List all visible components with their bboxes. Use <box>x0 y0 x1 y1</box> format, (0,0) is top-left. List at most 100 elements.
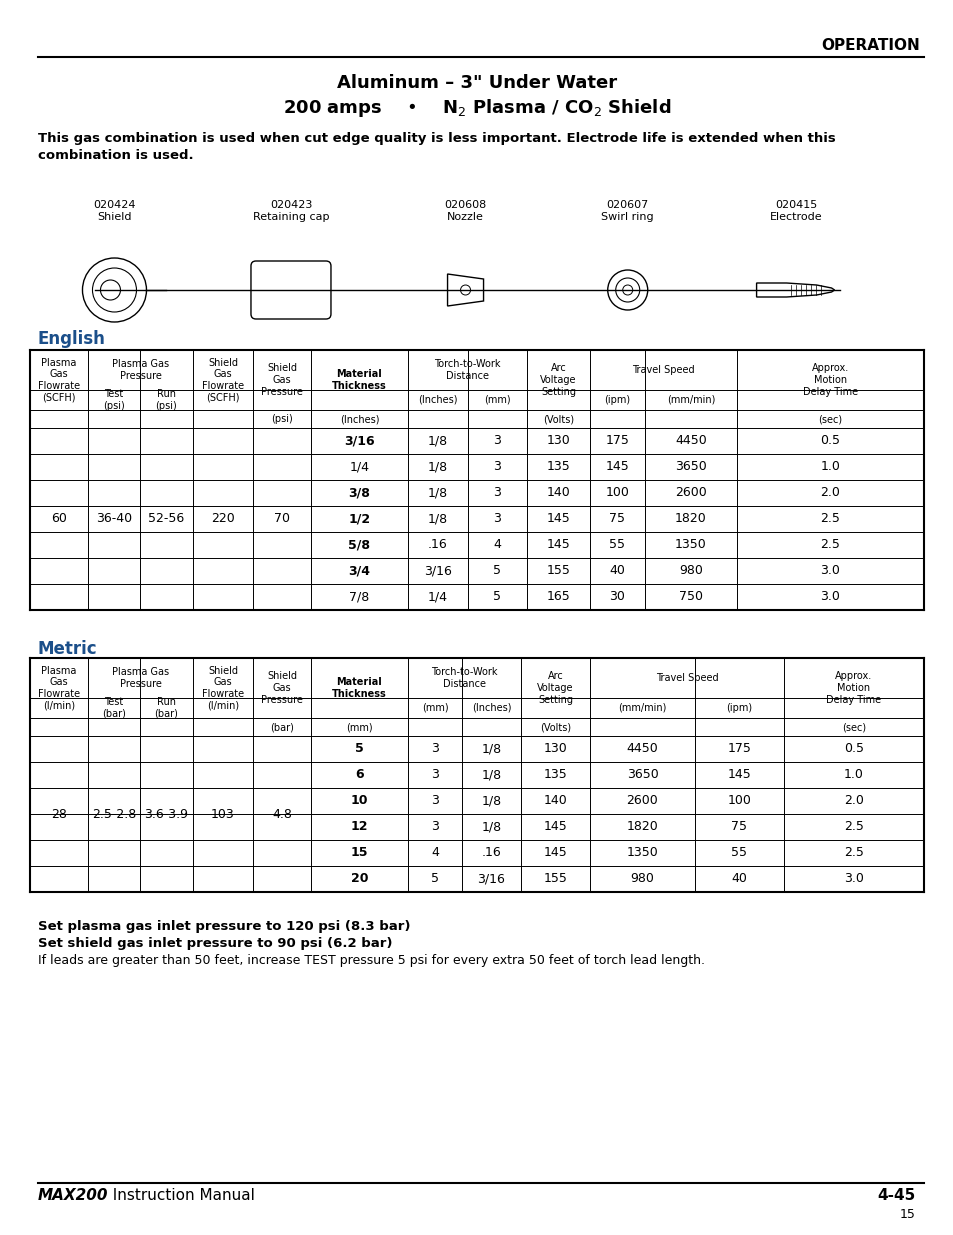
Text: 140: 140 <box>546 487 570 499</box>
Text: 980: 980 <box>630 872 654 885</box>
Text: (ipm): (ipm) <box>604 395 630 405</box>
Text: 2.5: 2.5 <box>820 513 840 526</box>
Text: 6: 6 <box>355 768 363 782</box>
Text: 165: 165 <box>546 590 570 604</box>
Text: Test
(psi): Test (psi) <box>103 389 125 411</box>
Text: 70: 70 <box>274 513 290 526</box>
Text: Aluminum – 3" Under Water: Aluminum – 3" Under Water <box>336 74 617 91</box>
Text: 175: 175 <box>605 435 629 447</box>
Text: 75: 75 <box>609 513 625 526</box>
Text: (Volts): (Volts) <box>539 722 571 732</box>
Text: Travel Speed: Travel Speed <box>655 673 718 683</box>
Text: Set plasma gas inlet pressure to 120 psi (8.3 bar): Set plasma gas inlet pressure to 120 psi… <box>38 920 410 932</box>
Text: 2600: 2600 <box>675 487 706 499</box>
Text: 0.5: 0.5 <box>820 435 840 447</box>
Text: 3.0: 3.0 <box>843 872 863 885</box>
Text: 3.0: 3.0 <box>820 564 840 578</box>
Text: 1/8: 1/8 <box>428 487 448 499</box>
Text: 2600: 2600 <box>626 794 658 808</box>
Text: 155: 155 <box>546 564 570 578</box>
Text: 1/8: 1/8 <box>481 768 501 782</box>
Text: 3/8: 3/8 <box>348 487 370 499</box>
Text: Plasma
Gas
Flowrate
(l/min): Plasma Gas Flowrate (l/min) <box>38 666 80 710</box>
Text: 75: 75 <box>731 820 747 834</box>
Text: 3.6-3.9: 3.6-3.9 <box>144 808 189 820</box>
Text: 980: 980 <box>679 564 702 578</box>
Text: 2.0: 2.0 <box>843 794 863 808</box>
Text: 220: 220 <box>211 513 234 526</box>
Text: (sec): (sec) <box>818 414 841 424</box>
Text: 3: 3 <box>493 487 501 499</box>
Text: 60: 60 <box>51 513 67 526</box>
Text: 135: 135 <box>543 768 567 782</box>
Text: 750: 750 <box>679 590 702 604</box>
Text: 0.5: 0.5 <box>843 742 863 756</box>
Text: 200 amps    •    N$_2$ Plasma / CO$_2$ Shield: 200 amps • N$_2$ Plasma / CO$_2$ Shield <box>282 98 671 119</box>
Text: 5: 5 <box>493 590 501 604</box>
Text: 3: 3 <box>431 768 438 782</box>
Text: 145: 145 <box>546 538 570 552</box>
Text: 3: 3 <box>493 435 501 447</box>
Text: If leads are greater than 50 feet, increase TEST pressure 5 psi for every extra : If leads are greater than 50 feet, incre… <box>38 953 704 967</box>
Text: 3.0: 3.0 <box>820 590 840 604</box>
Text: 2.5: 2.5 <box>843 846 863 860</box>
Text: Material
Thickness: Material Thickness <box>332 677 387 699</box>
Text: 3: 3 <box>493 513 501 526</box>
Text: 1.0: 1.0 <box>843 768 863 782</box>
Text: 155: 155 <box>543 872 567 885</box>
Text: Approx.
Motion
Delay Time: Approx. Motion Delay Time <box>825 672 881 705</box>
Text: 3650: 3650 <box>675 461 706 473</box>
Text: 4450: 4450 <box>626 742 658 756</box>
Text: 145: 145 <box>543 820 567 834</box>
Text: Swirl ring: Swirl ring <box>600 212 654 222</box>
Text: 3/16: 3/16 <box>424 564 452 578</box>
Text: (ipm): (ipm) <box>725 703 752 713</box>
Text: 5: 5 <box>431 872 438 885</box>
Text: (Inches): (Inches) <box>339 414 379 424</box>
Text: 020608: 020608 <box>444 200 486 210</box>
Text: Material
Thickness: Material Thickness <box>332 369 387 390</box>
Text: 135: 135 <box>546 461 570 473</box>
Text: (bar): (bar) <box>270 722 294 732</box>
Text: 1350: 1350 <box>626 846 658 860</box>
Text: 1/4: 1/4 <box>349 461 369 473</box>
Text: 1/4: 1/4 <box>428 590 448 604</box>
Text: 55: 55 <box>609 538 625 552</box>
Text: 5: 5 <box>493 564 501 578</box>
Text: 30: 30 <box>609 590 625 604</box>
Text: Arc
Voltage
Setting: Arc Voltage Setting <box>537 672 573 705</box>
Text: 10: 10 <box>351 794 368 808</box>
Text: 3/16: 3/16 <box>477 872 505 885</box>
Text: 145: 145 <box>727 768 751 782</box>
Text: 4-45: 4-45 <box>877 1188 915 1203</box>
Text: (mm): (mm) <box>421 703 448 713</box>
Text: 4450: 4450 <box>675 435 706 447</box>
Text: Shield
Gas
Pressure: Shield Gas Pressure <box>261 672 303 705</box>
Text: 2.0: 2.0 <box>820 487 840 499</box>
Text: 3: 3 <box>431 742 438 756</box>
Text: Nozzle: Nozzle <box>447 212 483 222</box>
Text: Electrode: Electrode <box>769 212 822 222</box>
Text: 1820: 1820 <box>626 820 658 834</box>
Text: 103: 103 <box>211 808 234 820</box>
Text: 3650: 3650 <box>626 768 658 782</box>
Text: (psi): (psi) <box>271 414 293 424</box>
Text: Shield
Gas
Flowrate
(SCFH): Shield Gas Flowrate (SCFH) <box>202 358 244 403</box>
Text: Plasma
Gas
Flowrate
(SCFH): Plasma Gas Flowrate (SCFH) <box>38 358 80 403</box>
Text: Test
(bar): Test (bar) <box>102 698 126 719</box>
Text: 2.5-2.8: 2.5-2.8 <box>91 808 136 820</box>
Text: Torch-to-Work
Distance: Torch-to-Work Distance <box>431 667 497 689</box>
Text: (Inches): (Inches) <box>471 703 511 713</box>
Text: 1350: 1350 <box>675 538 706 552</box>
Text: (Volts): (Volts) <box>542 414 574 424</box>
Text: 145: 145 <box>605 461 629 473</box>
Text: Arc
Voltage
Setting: Arc Voltage Setting <box>539 363 577 396</box>
Text: Shield: Shield <box>97 212 132 222</box>
Text: Shield
Gas
Pressure: Shield Gas Pressure <box>261 363 303 396</box>
Text: 15: 15 <box>351 846 368 860</box>
Text: 130: 130 <box>543 742 567 756</box>
Text: 3: 3 <box>493 461 501 473</box>
Text: 55: 55 <box>731 846 747 860</box>
Text: 3: 3 <box>431 794 438 808</box>
Text: 1/8: 1/8 <box>428 435 448 447</box>
